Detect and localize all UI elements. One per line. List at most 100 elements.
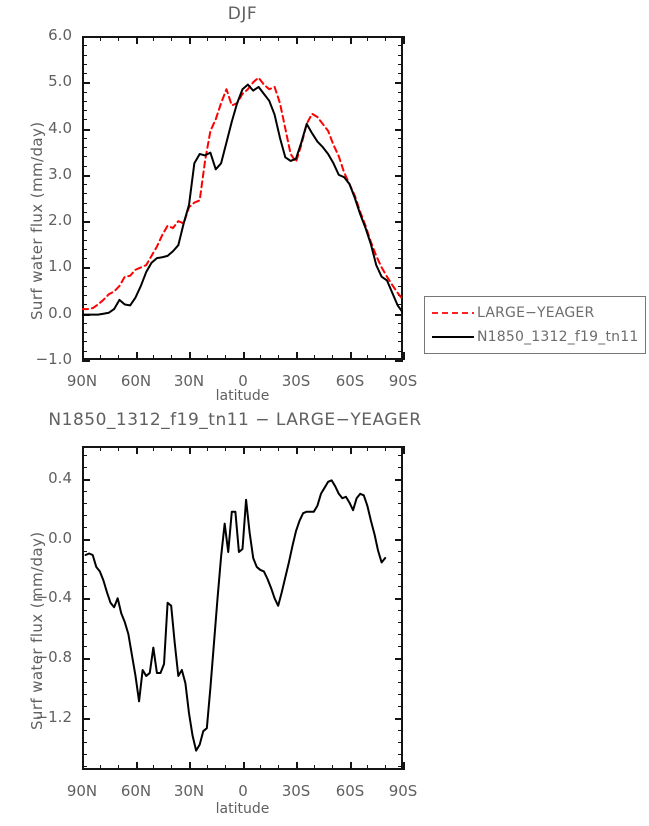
y-major-tick-right-6 <box>395 82 403 84</box>
y-minor-tick <box>398 138 403 139</box>
top-curve-layer <box>82 76 403 316</box>
y-tick-label-2: −0.4 <box>35 588 72 606</box>
x-tick-label-4: 30S <box>281 782 311 800</box>
x-major-tick-bottom-3 <box>243 352 245 360</box>
x-minor-tick <box>118 446 119 451</box>
x-minor-tick <box>278 355 279 360</box>
x-minor-tick <box>385 36 386 41</box>
x-major-tick-top-1 <box>136 36 138 44</box>
y-minor-tick <box>82 332 87 333</box>
x-minor-tick <box>207 36 208 41</box>
x-minor-tick <box>332 765 333 770</box>
y-tick-label-4: 3.0 <box>48 165 72 183</box>
y-minor-tick <box>398 119 403 120</box>
y-major-tick-right-2 <box>395 267 403 269</box>
bottom-plot-frame <box>82 446 403 770</box>
y-minor-tick <box>82 101 87 102</box>
y-major-tick-right-1 <box>395 658 403 660</box>
y-minor-tick <box>82 73 87 74</box>
y-minor-tick <box>82 754 87 755</box>
y-minor-tick <box>398 92 403 93</box>
x-tick-label-6: 90S <box>388 782 418 800</box>
x-major-tick-top-4 <box>296 36 298 44</box>
y-minor-tick <box>398 147 403 148</box>
y-minor-tick <box>398 193 403 194</box>
y-minor-tick <box>398 622 403 623</box>
y-major-tick-left-7 <box>82 36 90 38</box>
y-minor-tick <box>398 230 403 231</box>
top-x-axis-label: latitude <box>215 388 270 404</box>
y-major-tick-left-2 <box>82 598 90 600</box>
y-minor-tick <box>82 694 87 695</box>
y-major-tick-right-4 <box>395 175 403 177</box>
y-major-tick-left-0 <box>82 360 90 362</box>
x-major-tick-top-0 <box>82 36 84 44</box>
bottom-plot-title: N1850_1312_f19_tn11 − LARGE−YEAGER <box>48 410 422 430</box>
y-minor-tick <box>398 515 403 516</box>
y-minor-tick <box>398 646 403 647</box>
x-minor-tick <box>367 765 368 770</box>
legend-dashed-line-icon <box>431 306 475 320</box>
y-minor-tick <box>82 304 87 305</box>
legend-entry-0[interactable]: LARGE−YEAGER <box>431 303 594 323</box>
y-minor-tick <box>82 203 87 204</box>
legend-entry-1[interactable]: N1850_1312_f19_tn11 <box>431 327 638 347</box>
y-minor-tick <box>82 706 87 707</box>
y-tick-label-7: 6.0 <box>48 26 72 44</box>
y-tick-label-1: −0.8 <box>35 648 72 666</box>
x-major-tick-bottom-1 <box>136 762 138 770</box>
x-tick-label-2: 30N <box>173 372 205 390</box>
x-minor-tick <box>207 355 208 360</box>
y-minor-tick <box>398 277 403 278</box>
y-minor-tick <box>82 527 87 528</box>
y-minor-tick <box>398 55 403 56</box>
y-major-tick-left-3 <box>82 539 90 541</box>
y-minor-tick <box>82 45 87 46</box>
y-major-tick-left-2 <box>82 267 90 269</box>
x-minor-tick <box>367 446 368 451</box>
x-minor-tick <box>260 446 261 451</box>
y-minor-tick <box>398 203 403 204</box>
y-major-tick-left-4 <box>82 175 90 177</box>
x-major-tick-bottom-3 <box>243 762 245 770</box>
y-minor-tick <box>82 622 87 623</box>
series-line-0 <box>84 479 387 752</box>
x-minor-tick <box>314 446 315 451</box>
y-minor-tick <box>82 286 87 287</box>
y-minor-tick <box>398 754 403 755</box>
y-minor-tick <box>398 249 403 250</box>
legend-label-1: N1850_1312_f19_tn11 <box>477 329 639 345</box>
y-minor-tick <box>82 277 87 278</box>
y-minor-tick <box>82 156 87 157</box>
y-minor-tick <box>398 706 403 707</box>
y-minor-tick <box>82 295 87 296</box>
x-major-tick-top-1 <box>136 446 138 454</box>
series-line-1 <box>82 83 403 316</box>
x-minor-tick <box>153 765 154 770</box>
y-minor-tick <box>82 586 87 587</box>
y-minor-tick <box>82 341 87 342</box>
x-minor-tick <box>171 765 172 770</box>
y-minor-tick <box>398 574 403 575</box>
y-minor-tick <box>398 286 403 287</box>
x-tick-label-3: 0 <box>238 372 248 390</box>
y-major-tick-right-0 <box>395 718 403 720</box>
x-minor-tick <box>278 765 279 770</box>
x-minor-tick <box>225 446 226 451</box>
y-minor-tick <box>82 551 87 552</box>
y-minor-tick <box>398 634 403 635</box>
x-tick-label-3: 0 <box>238 782 248 800</box>
x-major-tick-top-3 <box>243 446 245 454</box>
y-major-tick-right-3 <box>395 221 403 223</box>
y-minor-tick <box>398 742 403 743</box>
bottom-curve-layer <box>84 479 387 752</box>
x-major-tick-bottom-2 <box>189 762 191 770</box>
y-tick-label-5: 4.0 <box>48 119 72 137</box>
x-major-tick-bottom-2 <box>189 352 191 360</box>
y-minor-tick <box>82 682 87 683</box>
y-minor-tick <box>398 304 403 305</box>
legend-label-0: LARGE−YEAGER <box>477 305 595 321</box>
y-minor-tick <box>398 101 403 102</box>
x-minor-tick <box>260 36 261 41</box>
x-major-tick-bottom-4 <box>296 762 298 770</box>
